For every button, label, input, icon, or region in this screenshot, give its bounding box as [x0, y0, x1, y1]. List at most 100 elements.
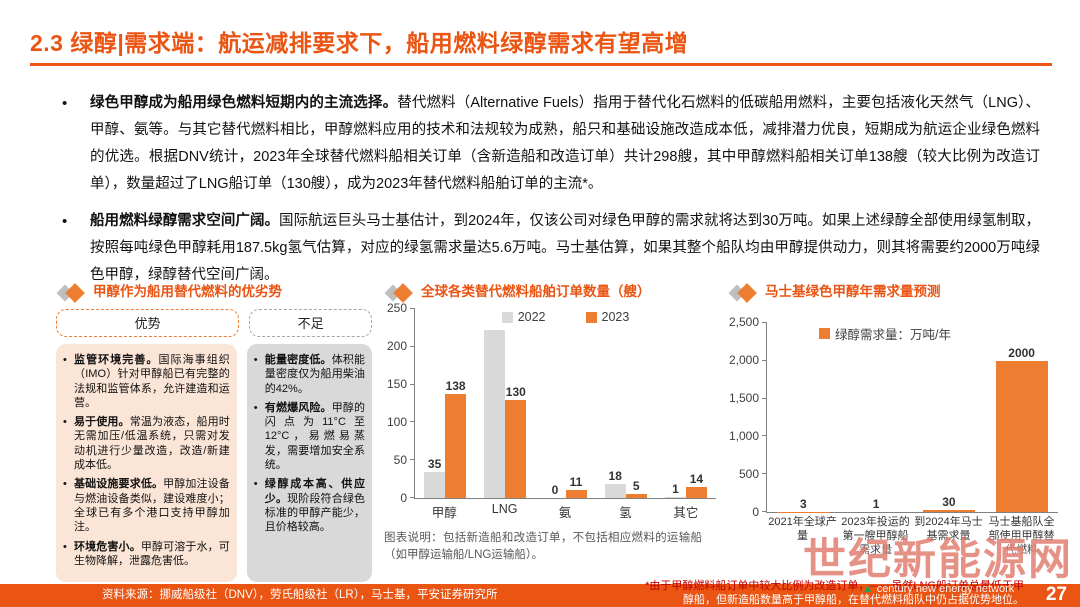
legend-swatch-icon [501, 311, 513, 323]
x-category-label: 其它 [673, 506, 699, 520]
bar-group: 2000 [985, 323, 1058, 512]
maersk-chart-x-labels: 2021年全球产量 2023年投运的第一艘甲醇船需求量 到2024年马士基需求量 马士… [766, 516, 1058, 557]
orders-chart-title: 全球各类替代燃料船舶订单数量（艘） [421, 284, 651, 299]
bullet-marker: • [62, 213, 68, 230]
diamond-icon [56, 283, 86, 303]
bullet-item: • 绿色甲醇成为船用绿色燃料短期内的主流选择。替代燃料（Alternative … [62, 90, 1040, 198]
orders-chart-header: 全球各类替代燃料船舶订单数量（艘） [384, 283, 716, 303]
bar-value-label: 30 [942, 494, 956, 509]
bar-value-label: 1 [672, 482, 679, 497]
orders-chart-plot: 2022 2023 35 138 130 0 11 18 5 1 14 [410, 308, 716, 499]
y-tick-label: 2,000 [728, 353, 759, 367]
footnote-line-2: 醇船，但新造船数量高于甲醇船，在替代燃料船队中仍占据优势地位。 [683, 593, 1024, 606]
cons-item: • 绿醇成本高、供应少。现阶段符合绿色标准的甲醇产能少，且价格较高。 [253, 478, 366, 534]
panel-orders-chart: 全球各类替代燃料船舶订单数量（艘） 0 50 100 150 200 250 2022 20… [384, 283, 716, 582]
bar-value-label: 11 [569, 474, 583, 489]
panel-pros-cons: 甲醇作为船用替代燃料的优劣势 优势 不足 • 监管环境完善。国际海事组织（IMO）… [56, 283, 372, 583]
orders-chart-note: 图表说明：包括新造船和改造订单，不包括相应燃料的运输船（如甲醇运输船/LNG运输… [384, 532, 702, 561]
bullet-text: 国际航运巨头马士基估计，到2024年，仅该公司对绿色甲醇的需求就将达到30万吨。… [90, 213, 1040, 283]
diamond-icon [728, 283, 758, 303]
cons-column-header: 不足 [249, 309, 372, 337]
x-category-label: LNG [491, 502, 518, 516]
bar [484, 330, 506, 498]
x-category-label: 氢 [619, 506, 632, 520]
bar-group: 35 138 [415, 309, 475, 498]
pros-item: • 基础设施要求低。甲醇加注设备与燃油设备类似，建设难度小；全球已有多个港口支持甲… [63, 478, 230, 534]
bar [604, 484, 626, 498]
x-category-label: 2023年投运的第一艘甲醇船需求量 [841, 516, 910, 556]
bar [995, 360, 1048, 512]
bar-group: 130 [475, 309, 535, 498]
cons-item: • 有燃爆风险。甲醇的闪点为11°C至12°C，易燃易蒸发，需要增加安全系统。 [253, 401, 366, 472]
legend-swatch-icon [819, 328, 830, 339]
bar-value-label: 1 [872, 496, 880, 511]
y-tick-label: 0 [752, 505, 759, 519]
bar [625, 494, 647, 498]
maersk-chart-legend: 绿醇需求量：万吨/年 [767, 324, 1058, 343]
bar-value-label: 2000 [1008, 345, 1035, 360]
bar-value-label: 0 [551, 483, 559, 497]
orders-chart-x-labels: 甲醇 LNG 氨 氢 其它 [414, 502, 716, 521]
panels-row: 甲醇作为船用替代燃料的优劣势 优势 不足 • 监管环境完善。国际海事组织（IMO）… [56, 283, 1058, 583]
bar [445, 393, 467, 498]
pros-column-header: 优势 [56, 309, 240, 337]
legend-item: 2023 [585, 310, 629, 324]
y-tick-label: 0 [400, 491, 407, 505]
bar-value-label: 138 [445, 378, 466, 393]
bullet-text: 替代燃料（Alternative Fuels）指用于替代化石燃料的低碳船用燃料，… [90, 95, 1041, 192]
bullet-item: • 船用燃料绿醇需求空间广阔。国际航运巨头马士基估计，到2024年，仅该公司对绿… [62, 208, 1040, 289]
y-tick-label: 1,500 [728, 391, 759, 405]
pros-item: • 易于使用。常温为液态，船用时无需加压/低温系统，只需对发动机进行少量改造，改造… [63, 416, 230, 472]
y-tick-label: 50 [393, 453, 407, 467]
maersk-chart-plot: 绿醇需求量：万吨/年 3 1 30 2000 [762, 322, 1058, 513]
orders-chart-legend: 2022 2023 [415, 310, 716, 324]
cons-list: • 能量密度低。体积能量密度仅为船用柴油的42%。 • 有燃爆风险。甲醇的闪点为11… [246, 344, 372, 583]
bullet-lead: 船用燃料绿醇需求空间广阔。 [90, 213, 280, 229]
bar-value-label: 18 [608, 469, 622, 484]
bar-group: 30 [913, 323, 986, 512]
bar-value-label: 35 [427, 456, 442, 471]
pros-item: • 环境危害小。甲醇可溶于水，可生物降解，泄露危害低。 [63, 540, 230, 567]
x-category-label: 马士基船队全部使用甲醇替代燃料 [988, 516, 1055, 556]
x-category-label: 2021年全球产量 [768, 516, 837, 542]
legend-item: 绿醇需求量：万吨/年 [819, 324, 951, 343]
y-tick-label: 2,500 [728, 315, 759, 329]
diamond-icon [384, 283, 414, 303]
footnote-line-1: *由于甲醇燃料船订单中较大比例为改造订单，——虽然LNG船订单总量低于甲 [645, 580, 1024, 592]
page-number: 27 [1045, 584, 1067, 605]
bar [505, 399, 527, 498]
bar [424, 471, 446, 498]
cons-item: • 能量密度低。体积能量密度仅为船用柴油的42%。 [253, 354, 366, 395]
bar-value-label: 14 [689, 472, 704, 487]
bar-value-label: 130 [505, 384, 526, 399]
bullet-paragraph: 绿色甲醇成为船用绿色燃料短期内的主流选择。替代燃料（Alternative Fu… [90, 90, 1040, 198]
panel-maersk-chart: 马士基绿色甲醇年需求量预测 0 500 1,000 1,500 2,000 2,500 绿… [728, 283, 1058, 582]
y-tick-label: 200 [386, 339, 407, 353]
bar-value-label: 3 [800, 496, 807, 511]
maersk-chart-header: 马士基绿色甲醇年需求量预测 [728, 283, 1058, 303]
bar [565, 489, 587, 498]
footnote: *由于甲醇燃料船订单中较大比例为改造订单，——虽然LNG船订单总量低于甲 醇船，… [645, 580, 1024, 607]
pros-cons-header: 甲醇作为船用替代燃料的优劣势 [56, 283, 372, 303]
bar-group: 0 11 [535, 309, 595, 498]
bar-group: 18 5 [596, 309, 656, 498]
y-tick-label: 150 [386, 377, 407, 391]
y-tick-label: 100 [386, 415, 407, 429]
bar [685, 487, 707, 498]
pros-cons-bodies: • 监管环境完善。国际海事组织（IMO）针对甲醇船已有完整的法规和监管体系，允许建… [56, 344, 372, 583]
bar-group: 1 [840, 323, 913, 512]
legend-swatch-icon [585, 311, 597, 323]
bar-group: 3 [767, 323, 840, 512]
x-category-label: 到2024年马士基需求量 [914, 516, 983, 542]
orders-bar-chart: 0 50 100 150 200 250 2022 2023 35 138 130 0 11 18 5 1… [384, 301, 716, 521]
maersk-bar-chart: 0 500 1,000 1,500 2,000 2,500 绿醇需求量：万吨/年 3 1 30… [728, 315, 1058, 557]
pros-item: • 监管环境完善。国际海事组织（IMO）针对甲醇船已有完整的法规和监管体系，允许建… [63, 354, 230, 409]
bullet-marker: • [62, 95, 68, 112]
page-title: 2.3 绿醇|需求端：航运减排要求下，船用燃料绿醇需求有望高增 [30, 30, 689, 56]
y-tick-label: 250 [386, 301, 407, 315]
bar [922, 509, 975, 512]
bar-group: 1 14 [656, 309, 716, 498]
source-text: 资料来源：挪威船级社（DNV），劳氏船级社（LR），马士基，平安证券研究所 [102, 589, 498, 601]
maersk-chart-y-axis: 0 500 1,000 1,500 2,000 2,500 [728, 315, 766, 519]
pros-list: • 监管环境完善。国际海事组织（IMO）针对甲醇船已有完整的法规和监管体系，允许建… [56, 344, 237, 583]
